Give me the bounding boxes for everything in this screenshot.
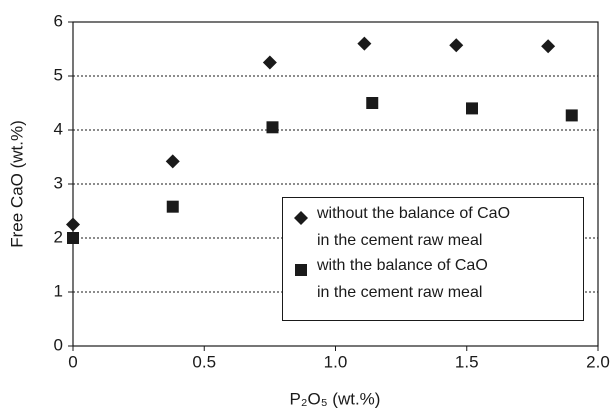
legend-item: with the balance of CaO in the cement ra… [293,256,583,306]
y-tick-label: 0 [54,335,63,354]
diamond-marker [357,36,372,51]
square-marker [166,200,179,213]
legend-label: with the balance of CaO in the cement ra… [317,257,488,301]
diamond-marker [262,55,277,70]
square-marker [266,121,279,134]
square-marker [466,102,478,115]
y-tick-label: 6 [54,11,63,30]
square-marker [565,109,578,122]
y-tick-label: 3 [54,173,63,192]
diamond-marker [449,38,464,53]
legend: without the balance of CaO in the cement… [282,197,584,321]
x-tick-label: 2.0 [586,352,610,371]
x-tick-label: 0.5 [192,352,216,371]
legend-item: without the balance of CaO in the cement… [293,204,583,254]
square-marker [67,232,79,244]
x-tick-label: 1.5 [455,352,479,371]
y-tick-label: 1 [54,281,63,300]
square-marker [295,264,307,276]
legend-icon [295,264,307,276]
x-tick-label: 0 [68,352,77,371]
diamond-marker [165,154,180,169]
y-tick-label: 4 [54,119,63,138]
y-tick-label: 2 [54,227,63,246]
diamond-marker [66,217,80,232]
legend-icon [294,211,308,225]
square-marker [366,97,379,109]
y-axis-label: Free CaO (wt.%) [7,120,26,248]
diamond-marker [541,39,556,54]
plot-frame [72,21,599,347]
diamond-marker [294,211,308,225]
x-tick-label: 1.0 [324,352,348,371]
legend-label: without the balance of CaO in the cement… [317,205,511,249]
x-axis-label: P₂O₅ (wt.%) [290,389,381,408]
y-tick-label: 5 [54,65,63,84]
